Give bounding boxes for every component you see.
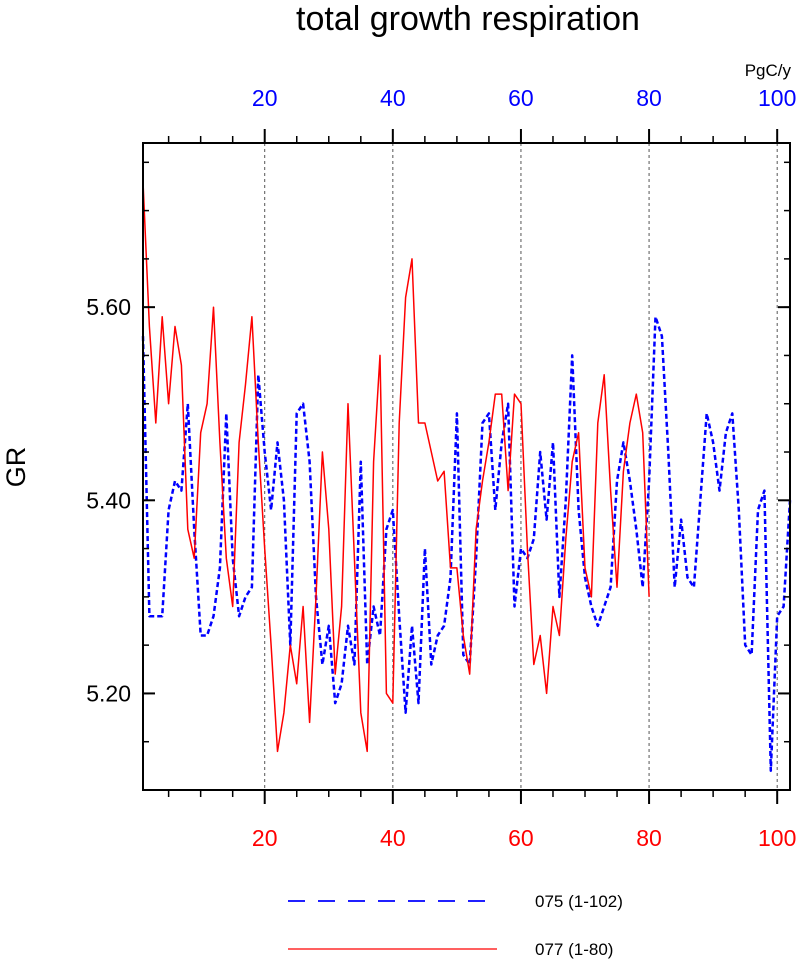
x-bottom-tick-label: 60 [508, 825, 534, 851]
x-top-tick-label: 80 [636, 85, 662, 111]
x-top-tick-label: 40 [380, 85, 406, 111]
y-tick-label: 5.60 [86, 294, 131, 320]
x-bottom-tick-label: 20 [252, 825, 278, 851]
y-tick-label: 5.20 [86, 680, 131, 706]
x-top-tick-label: 20 [252, 85, 278, 111]
y-tick-label: 5.40 [86, 487, 131, 513]
series-line-2 [142, 181, 650, 753]
axes: 5.20 5.40 5.60 20 40 60 80 100 20 40 60 80 100 [86, 85, 796, 851]
series-line-1 [141, 315, 792, 772]
x-bottom-tick-label: 80 [636, 825, 662, 851]
y-axis-label: GR [1, 447, 31, 488]
gridlines [264, 143, 778, 790]
x-top-tick-label: 100 [758, 85, 796, 111]
x-bottom-tick-label: 100 [758, 825, 796, 851]
legend-label-1: 075 (1-102) [535, 892, 623, 911]
series-layer [141, 181, 792, 772]
legend-label-2: 077 (1-80) [535, 940, 613, 959]
x-top-tick-label: 60 [508, 85, 534, 111]
chart-title: total growth respiration [296, 0, 640, 38]
plot-frame [142, 142, 791, 791]
x-bottom-tick-label: 40 [380, 825, 406, 851]
units-label: PgC/y [745, 61, 792, 80]
legend: 075 (1-102) 077 (1-80) [288, 892, 623, 959]
